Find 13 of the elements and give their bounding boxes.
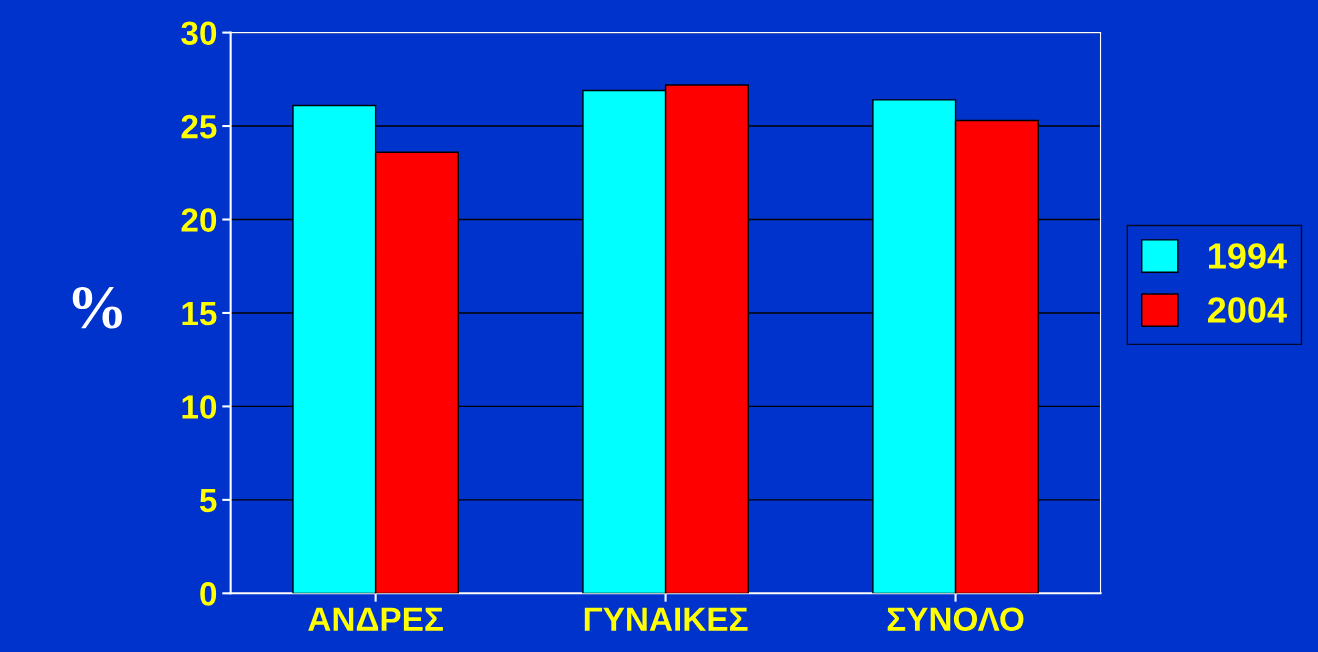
y-tick-label: 5 — [199, 489, 217, 513]
legend-label: 1994 — [1209, 243, 1287, 269]
x-tick-label: ΑΝΔΡΕΣ — [308, 607, 443, 631]
x-tick-label: ΣΥΝΟΛΟ — [887, 607, 1024, 631]
x-tick-label: ΓΥΝΑΙΚΕΣ — [584, 607, 748, 631]
y-tick-label: 0 — [200, 582, 217, 606]
y-tick-label: 15 — [182, 302, 217, 326]
y-tick-label: 10 — [182, 395, 217, 419]
y-axis-title: % — [72, 287, 122, 329]
legend-label: 2004 — [1207, 297, 1287, 323]
y-tick-label: 25 — [181, 114, 217, 139]
y-tick-label: 20 — [181, 208, 217, 232]
y-tick-label: 30 — [181, 21, 217, 46]
